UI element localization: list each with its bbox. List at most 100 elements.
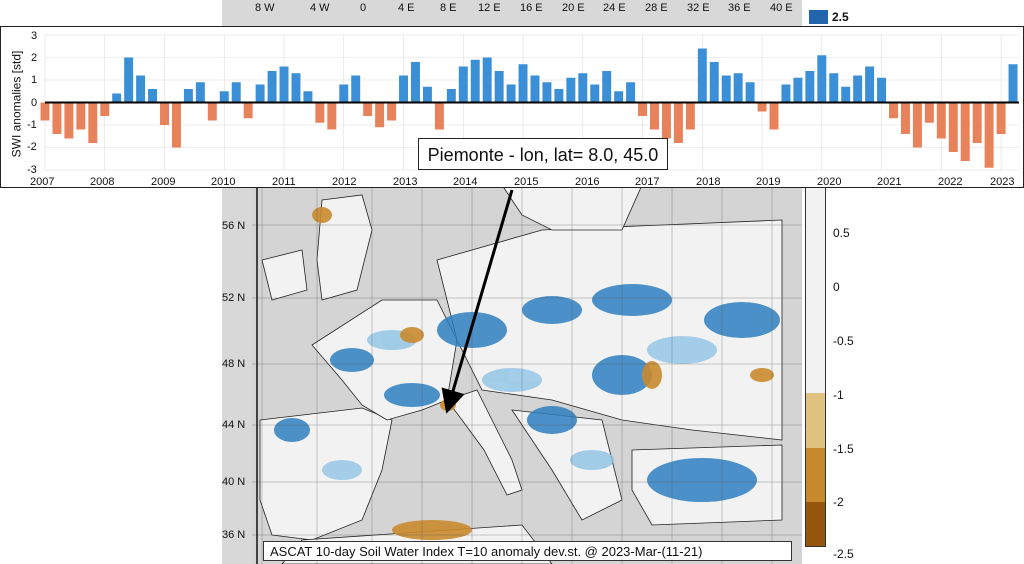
anomaly-bar — [124, 57, 134, 103]
lat-tick: 44 N — [222, 419, 246, 431]
anomaly-bar — [195, 82, 205, 103]
lon-tick: 40 E — [770, 2, 793, 14]
map-caption: ASCAT 10-day Soil Water Index T=10 anoma… — [263, 541, 792, 561]
anomaly-bar — [160, 102, 169, 125]
anomaly-bar — [650, 102, 659, 130]
x-tick-label: 2016 — [575, 176, 600, 188]
colorbar-top-swatch — [809, 10, 828, 24]
anomaly-bar — [614, 91, 624, 103]
colorbar-label: -1.5 — [833, 442, 854, 456]
y-tick-label: 1 — [31, 74, 38, 86]
anomaly-bar — [936, 102, 946, 139]
anomaly-bar — [255, 84, 265, 103]
colorbar-segment-light-dry — [806, 393, 825, 448]
anomaly-bar — [434, 102, 444, 130]
anomaly-bar — [327, 102, 337, 130]
anomaly-bar — [458, 66, 468, 103]
anomaly-bar — [267, 71, 277, 103]
anomaly-bar — [673, 102, 683, 143]
y-tick-label: 3 — [31, 30, 38, 42]
anomaly-bar — [279, 66, 289, 103]
x-tick-label: 2014 — [453, 176, 478, 188]
anomaly-bar — [769, 102, 779, 130]
anomaly-bar — [100, 102, 110, 116]
anomaly-bar — [399, 75, 409, 103]
y-tick-label: -2 — [27, 141, 37, 153]
anomaly-bar — [817, 55, 827, 103]
timeseries-panel: SWI anomalies [std] 3 2 1 0 -1 -2 -3 — [0, 26, 1024, 188]
y-tick-label: -1 — [27, 119, 37, 131]
anomaly-bar — [733, 73, 743, 103]
lon-tick: 16 E — [520, 2, 543, 14]
anomaly-bar — [64, 102, 74, 139]
lat-tick: 48 N — [222, 358, 246, 370]
anomaly-bar — [112, 93, 122, 103]
anomaly-bar — [972, 102, 982, 143]
anomaly-bar — [721, 75, 731, 103]
anomaly-bar — [865, 66, 875, 103]
colorbar-label: -2.5 — [833, 547, 854, 561]
colorbar-label: -2 — [833, 495, 844, 509]
colorbar — [805, 183, 826, 547]
anomaly-bar — [626, 82, 636, 103]
anomaly-bar — [40, 102, 50, 121]
location-callout: Piemonte - lon, lat= 8.0, 45.0 — [418, 138, 668, 170]
anomaly-bar — [924, 102, 934, 123]
anomaly-bar — [303, 91, 313, 103]
x-tick-label: 2018 — [696, 176, 721, 188]
colorbar-label: 0 — [833, 280, 840, 294]
anomaly-bar — [912, 102, 922, 148]
anomaly-bar — [387, 102, 397, 121]
anomaly-bar — [219, 91, 229, 103]
anomaly-bar — [757, 102, 767, 112]
anomaly-bar — [363, 102, 373, 116]
anomaly-bar — [697, 48, 707, 103]
lon-tick: 8 W — [255, 2, 275, 14]
soil-water-map — [252, 184, 802, 564]
anomaly-bar — [339, 84, 349, 103]
anomaly-bar — [566, 77, 576, 103]
x-tick-label: 2017 — [635, 176, 660, 188]
x-tick-label: 2022 — [938, 176, 963, 188]
swi-anomaly-chart — [40, 34, 1019, 171]
x-tick-label: 2021 — [877, 176, 902, 188]
lon-tick: 36 E — [728, 2, 751, 14]
anomaly-bar — [482, 57, 492, 103]
lon-tick: 24 E — [603, 2, 626, 14]
lon-tick: 4 W — [310, 2, 330, 14]
anomaly-bar — [446, 89, 456, 103]
lat-tick: 36 N — [222, 529, 246, 541]
anomaly-bar — [88, 102, 98, 143]
lat-tick: 56 N — [222, 220, 246, 232]
anomaly-bar — [207, 102, 217, 121]
x-tick-label: 2010 — [211, 176, 236, 188]
anomaly-bar — [494, 71, 504, 103]
anomaly-bar — [709, 62, 719, 103]
anomaly-bar — [602, 71, 612, 103]
y-tick-label: 2 — [31, 52, 38, 64]
y-tick-label: 0 — [31, 97, 38, 109]
x-tick-label: 2019 — [756, 176, 781, 188]
anomaly-bar — [291, 73, 301, 103]
lon-tick: 32 E — [687, 2, 710, 14]
anomaly-bar — [948, 102, 958, 152]
x-tick-label: 2009 — [151, 176, 176, 188]
anomaly-bar — [542, 82, 552, 103]
anomaly-bar — [661, 102, 671, 139]
anomaly-bar — [960, 102, 970, 161]
lat-tick: 52 N — [222, 292, 246, 304]
longitude-ticks: 8 W 4 W 0 4 E 8 E 12 E 16 E 20 E 24 E 28… — [222, 0, 802, 22]
anomaly-bar — [375, 102, 385, 128]
x-tick-label: 2011 — [272, 176, 296, 188]
anomaly-bar — [315, 102, 325, 123]
anomaly-bar — [470, 59, 480, 103]
lat-tick: 40 N — [222, 476, 246, 488]
anomaly-bar — [52, 102, 62, 134]
anomaly-bar — [351, 75, 361, 103]
anomaly-bar — [841, 86, 851, 103]
x-tick-label: 2013 — [393, 176, 418, 188]
colorbar-label: 0.5 — [833, 226, 850, 240]
x-tick-label: 2023 — [990, 176, 1015, 188]
colorbar-segment-neutral — [806, 184, 825, 393]
lon-tick: 12 E — [478, 2, 501, 14]
